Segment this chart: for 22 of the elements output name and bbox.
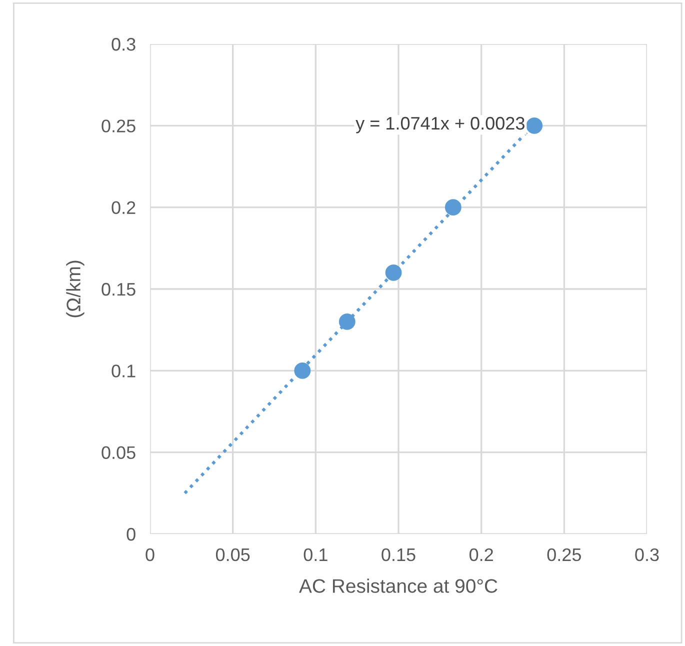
point: [526, 117, 543, 134]
x-tick-label: 0.15: [382, 548, 416, 562]
point: [338, 313, 356, 330]
y-tick-label: 0.3: [112, 38, 136, 51]
point: [294, 362, 311, 379]
y-tick-label: 0.25: [102, 120, 136, 132]
x-tick-label: 0: [146, 548, 154, 562]
y-tick-label: 0.15: [102, 282, 136, 296]
x-tick-label: 0.25: [547, 548, 581, 562]
x-tick-label: 0.05: [216, 548, 250, 562]
point: [444, 199, 462, 216]
x-tick-label: 0.1: [304, 548, 328, 562]
y-axis-title: (Ω/km): [66, 260, 84, 318]
point: [385, 264, 402, 281]
annotation: y = 1.0741x + 0.0023: [356, 116, 524, 134]
x-tick-label: 0.3: [635, 548, 659, 562]
y-tick-label: 0.1: [112, 364, 136, 378]
y-tick-label: 0.05: [102, 446, 136, 460]
y-tick-label: 0: [126, 528, 136, 541]
y-tick-label: 0.2: [112, 201, 136, 214]
x-tick-label: 0.2: [469, 548, 493, 562]
x-axis-title: AC Resistance at 90°C: [299, 578, 498, 593]
